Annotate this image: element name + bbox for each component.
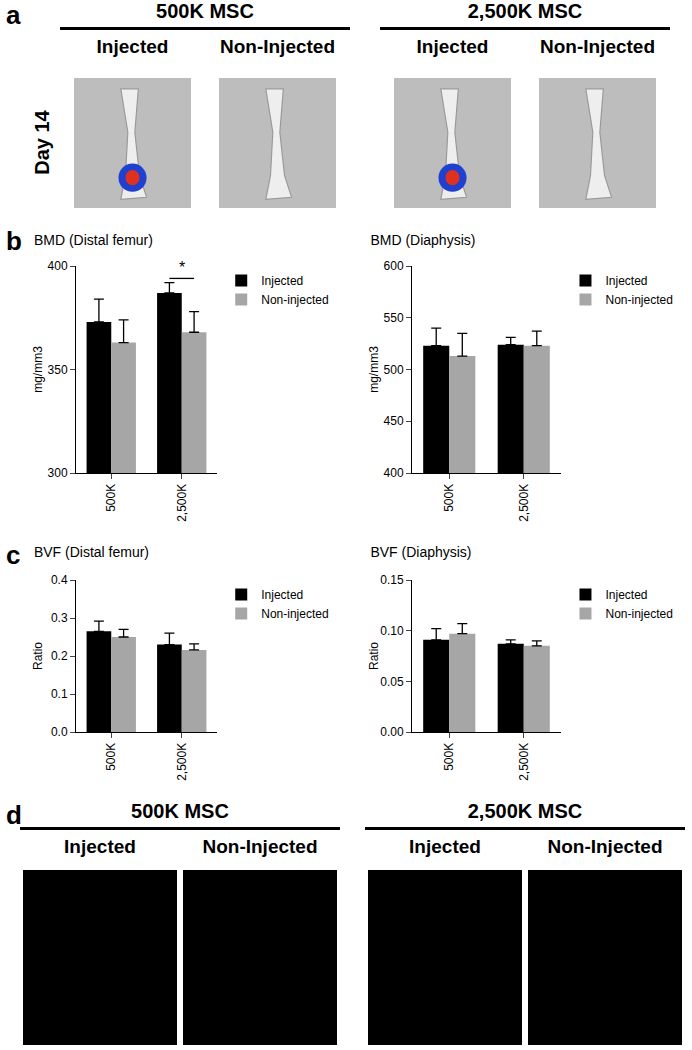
svg-text:0.10: 0.10 (380, 624, 404, 638)
svg-text:500K: 500K (104, 484, 118, 512)
html-text:Injected: Injected (96, 36, 169, 57)
svg-text:Ratio: Ratio (31, 642, 45, 670)
html-text:d: d (6, 800, 22, 830)
html-text:Non-Injected: Non-Injected (547, 836, 663, 857)
svg-text:Ratio: Ratio (367, 642, 381, 670)
svg-text:2,500K: 2,500K (175, 484, 189, 522)
svg-text:0.05: 0.05 (380, 675, 404, 689)
html-text:500K MSC: 500K MSC (156, 0, 254, 22)
svg-text:BMD (Distal femur): BMD (Distal femur) (34, 232, 153, 248)
svg-text:Non-injected: Non-injected (605, 293, 672, 307)
svg-text:400: 400 (48, 259, 68, 273)
html-text:500K MSC: 500K MSC (131, 800, 229, 822)
html-text:2,500K MSC: 2,500K MSC (467, 800, 583, 822)
svg-text:300: 300 (48, 466, 68, 480)
svg-text:BVF (Diaphysis): BVF (Diaphysis) (370, 544, 471, 560)
svg-text:Non-injected: Non-injected (605, 607, 672, 621)
svg-text:Non-injected: Non-injected (261, 607, 328, 621)
html-text:b: b (6, 226, 22, 256)
html-text:a: a (6, 0, 21, 30)
svg-text:0.4: 0.4 (51, 573, 68, 587)
svg-text:500K: 500K (104, 743, 118, 771)
svg-text:500K: 500K (442, 484, 456, 512)
svg-text:Non-injected: Non-injected (261, 293, 328, 307)
svg-text:*: * (179, 259, 185, 276)
svg-text:0.15: 0.15 (380, 573, 404, 587)
html-text:Non-Injected: Non-Injected (202, 836, 318, 857)
svg-text:0.2: 0.2 (51, 649, 68, 663)
svg-text:BVF (Distal femur): BVF (Distal femur) (34, 544, 149, 560)
html-text:Day 14: Day 14 (30, 110, 53, 175)
svg-text:550: 550 (384, 311, 404, 325)
svg-text:2,500K: 2,500K (517, 484, 531, 522)
svg-text:Injected: Injected (261, 274, 303, 288)
svg-text:0.1: 0.1 (51, 687, 68, 701)
svg-text:400: 400 (384, 466, 404, 480)
svg-text:Injected: Injected (605, 588, 647, 602)
svg-text:0.3: 0.3 (51, 611, 68, 625)
html-text:2,500K MSC: 2,500K MSC (467, 0, 583, 22)
svg-text:Injected: Injected (605, 274, 647, 288)
html-text:Non-Injected: Non-Injected (540, 36, 655, 57)
svg-text:mg/mm3: mg/mm3 (31, 346, 45, 393)
html-text:Injected: Injected (64, 836, 136, 857)
html-text:Injected: Injected (409, 836, 481, 857)
html-text:Non-Injected: Non-Injected (220, 36, 335, 57)
svg-text:0.00: 0.00 (380, 725, 404, 739)
svg-text:2,500K: 2,500K (517, 743, 531, 781)
svg-text:Injected: Injected (261, 588, 303, 602)
svg-text:mg/mm3: mg/mm3 (367, 346, 381, 393)
svg-text:450: 450 (384, 414, 404, 428)
svg-text:500: 500 (384, 363, 404, 377)
html-text:c: c (6, 540, 21, 570)
svg-text:500K: 500K (442, 743, 456, 771)
svg-text:0.0: 0.0 (51, 725, 68, 739)
svg-text:BMD (Diaphysis): BMD (Diaphysis) (370, 232, 475, 248)
svg-text:2,500K: 2,500K (175, 743, 189, 781)
svg-text:600: 600 (384, 259, 404, 273)
html-text:Injected: Injected (416, 36, 489, 57)
svg-text:350: 350 (48, 363, 68, 377)
